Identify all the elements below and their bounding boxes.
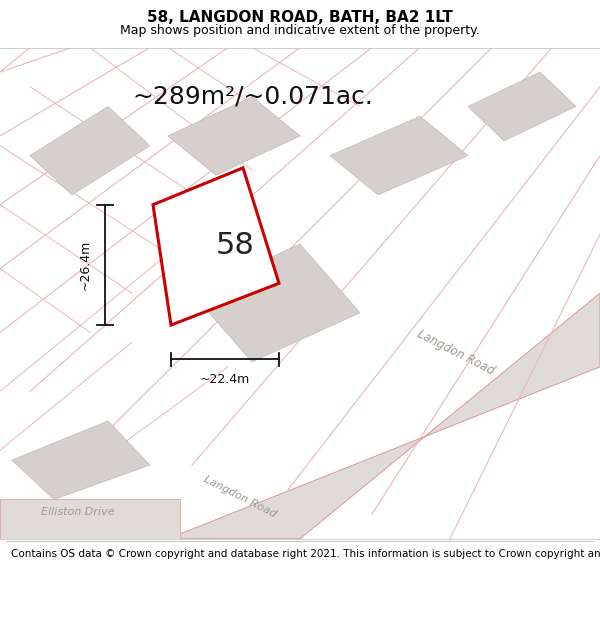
Polygon shape bbox=[168, 293, 600, 539]
Polygon shape bbox=[12, 421, 150, 499]
Text: Map shows position and indicative extent of the property.: Map shows position and indicative extent… bbox=[120, 24, 480, 37]
Polygon shape bbox=[30, 106, 150, 195]
Text: 58, LANGDON ROAD, BATH, BA2 1LT: 58, LANGDON ROAD, BATH, BA2 1LT bbox=[147, 9, 453, 24]
Text: Contains OS data © Crown copyright and database right 2021. This information is : Contains OS data © Crown copyright and d… bbox=[11, 549, 600, 559]
Polygon shape bbox=[153, 168, 279, 325]
Polygon shape bbox=[168, 97, 300, 175]
Text: Langdon Road: Langdon Road bbox=[202, 474, 278, 519]
Text: Elliston Drive: Elliston Drive bbox=[41, 507, 115, 517]
Text: ~289m²/~0.071ac.: ~289m²/~0.071ac. bbox=[132, 84, 373, 109]
Text: Langdon Road: Langdon Road bbox=[415, 327, 497, 377]
Text: ~22.4m: ~22.4m bbox=[200, 373, 250, 386]
Text: ~26.4m: ~26.4m bbox=[79, 240, 92, 290]
Polygon shape bbox=[468, 72, 576, 141]
Polygon shape bbox=[0, 499, 180, 539]
Text: 58: 58 bbox=[216, 231, 255, 260]
Polygon shape bbox=[330, 116, 468, 195]
Polygon shape bbox=[192, 244, 360, 362]
